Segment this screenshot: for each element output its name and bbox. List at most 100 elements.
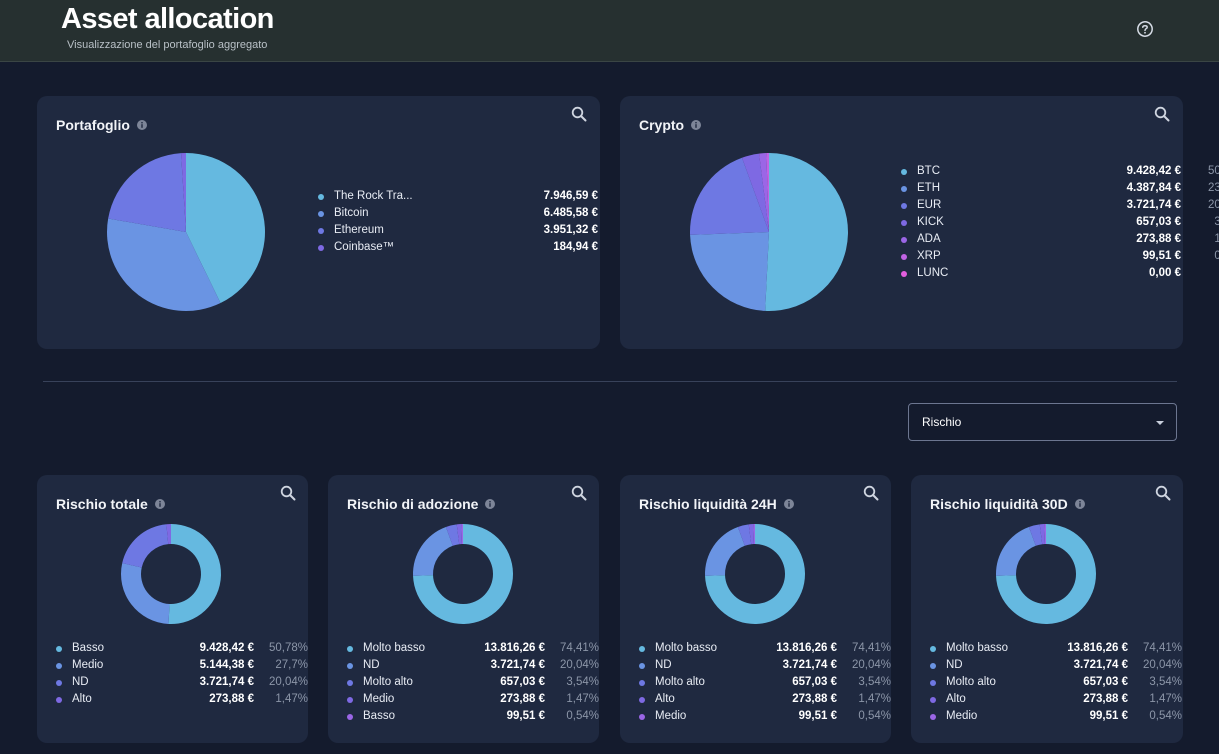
pie-slice-alto[interactable]: [1039, 524, 1045, 545]
pie-slice-nd[interactable]: [413, 527, 453, 576]
legend-dot: [347, 680, 353, 686]
legend-percent: 3,54%: [1214, 216, 1219, 228]
legend-item[interactable]: ETH 4.387,84 € 23,63%: [901, 180, 1219, 197]
legend-percent: 1,47%: [858, 693, 891, 705]
legend-item[interactable]: Alto 273,88 € 1,47%: [56, 691, 308, 708]
pie-slice-molto-basso[interactable]: [413, 524, 513, 624]
pie-slice-molto-alto[interactable]: [737, 524, 752, 546]
legend-percent: 20,04%: [1207, 199, 1219, 211]
pie-slice-ethereum[interactable]: [108, 153, 186, 232]
legend-dot: [930, 646, 936, 652]
zoom-icon[interactable]: [571, 485, 587, 501]
legend-item[interactable]: ND 3.721,74 € 20,04%: [56, 674, 308, 691]
legend-item[interactable]: Medio 99,51 € 0,54%: [930, 708, 1183, 725]
legend-item[interactable]: KICK 657,03 € 3,54%: [901, 214, 1219, 231]
pie-slice-molto-alto[interactable]: [1028, 524, 1043, 546]
pie-slice-ada[interactable]: [759, 153, 769, 232]
donut-chart: [413, 524, 513, 624]
legend-item[interactable]: LUNC 0,00 € 0%: [901, 265, 1219, 282]
legend-label: ND: [655, 659, 672, 671]
legend-item[interactable]: Molto basso 13.816,26 € 74,41%: [347, 640, 599, 657]
legend-dot: [639, 646, 645, 652]
card-title-text: Crypto: [639, 117, 685, 133]
legend-dot: [347, 714, 353, 720]
legend-label: Alto: [72, 693, 92, 705]
zoom-icon[interactable]: [571, 106, 587, 122]
pie-slice-nd[interactable]: [705, 527, 745, 576]
pie-slice-eth[interactable]: [690, 232, 769, 311]
pie-slice-alto[interactable]: [166, 524, 171, 545]
legend-item[interactable]: Molto alto 657,03 € 3,54%: [347, 674, 599, 691]
legend-item[interactable]: Molto basso 13.816,26 € 74,41%: [930, 640, 1183, 657]
legend-item[interactable]: XRP 99,51 € 0,54%: [901, 248, 1219, 265]
card-title-text: Rischio di adozione: [347, 496, 479, 512]
legend-label: Medio: [946, 710, 978, 722]
legend-item[interactable]: Molto alto 657,03 € 3,54%: [930, 674, 1183, 691]
legend-item[interactable]: ADA 273,88 € 1,47%: [901, 231, 1219, 248]
pie-slice-basso[interactable]: [168, 524, 222, 624]
legend-item[interactable]: ND 3.721,74 € 20,04%: [639, 657, 891, 674]
info-icon[interactable]: [783, 499, 794, 509]
legend-item[interactable]: Alto 273,88 € 1,47%: [639, 691, 891, 708]
zoom-icon[interactable]: [280, 485, 296, 501]
legend-percent: 20,04%: [1142, 659, 1182, 671]
legend-dot: [901, 169, 907, 175]
pie-slice-eur[interactable]: [690, 157, 769, 235]
pie-slice-nd[interactable]: [122, 524, 169, 568]
legend-item[interactable]: Molto alto 657,03 € 3,54%: [639, 674, 891, 691]
legend-item[interactable]: ND 3.721,74 € 20,04%: [347, 657, 599, 674]
info-icon[interactable]: [691, 120, 702, 130]
info-icon[interactable]: [154, 499, 165, 509]
grouping-select[interactable]: Rischio: [908, 403, 1177, 441]
legend-item[interactable]: Medio 5.144,38 € 27,7%: [56, 657, 308, 674]
pie-slice-alto[interactable]: [748, 524, 754, 545]
legend-value: 13.816,26 €: [1067, 642, 1128, 654]
pie-slice-kick[interactable]: [742, 153, 769, 232]
legend-label: EUR: [917, 199, 942, 211]
pie-slice-medio[interactable]: [120, 563, 170, 624]
legend-item[interactable]: Alto 273,88 € 1,47%: [930, 691, 1183, 708]
pie-slice-medio[interactable]: [1044, 524, 1046, 545]
pie-slice-coinbase[interactable]: [181, 153, 186, 232]
info-icon[interactable]: [136, 120, 147, 130]
pie-slice-the-rock-tra[interactable]: [186, 153, 265, 304]
zoom-icon[interactable]: [1154, 106, 1170, 122]
legend-item[interactable]: Medio 273,88 € 1,47%: [347, 691, 599, 708]
legend-item[interactable]: BTC 9.428,42 € 50,78%: [901, 163, 1219, 180]
info-icon[interactable]: [485, 499, 496, 509]
card-title-text: Rischio liquidità 24H: [639, 496, 777, 512]
pie-slice-molto-basso[interactable]: [996, 524, 1096, 624]
legend-item[interactable]: Medio 99,51 € 0,54%: [639, 708, 891, 725]
legend-dot: [901, 203, 907, 209]
info-icon[interactable]: [1074, 499, 1085, 509]
card-title-text: Rischio liquidità 30D: [930, 496, 1068, 512]
legend-item[interactable]: Basso 99,51 € 0,54%: [347, 708, 599, 725]
pie-slice-medio[interactable]: [753, 524, 755, 545]
help-circle-icon[interactable]: [1136, 20, 1154, 38]
pie-slice-nd[interactable]: [996, 527, 1036, 576]
page-title: Asset allocation: [61, 3, 274, 35]
zoom-icon[interactable]: [863, 485, 879, 501]
legend-item[interactable]: Molto basso 13.816,26 € 74,41%: [639, 640, 891, 657]
pie-slice-molto-alto[interactable]: [445, 524, 460, 546]
zoom-icon[interactable]: [1155, 485, 1171, 501]
legend-dot: [318, 211, 324, 217]
pie-slice-medio[interactable]: [456, 524, 462, 545]
legend-item[interactable]: EUR 3.721,74 € 20,04%: [901, 197, 1219, 214]
pie-slice-btc[interactable]: [765, 153, 848, 311]
legend-item[interactable]: Basso 9.428,42 € 50,78%: [56, 640, 308, 657]
legend-value: 13.816,26 €: [484, 642, 545, 654]
legend-percent: 1,47%: [566, 693, 599, 705]
pie-slice-basso[interactable]: [461, 524, 463, 545]
pie-slice-bitcoin[interactable]: [106, 218, 221, 311]
legend-dot: [930, 663, 936, 669]
legend-item[interactable]: ND 3.721,74 € 20,04%: [930, 657, 1183, 674]
legend-item[interactable]: The Rock Tra...7.946,59 €42,8%: [318, 188, 668, 205]
pie-slice-molto-basso[interactable]: [705, 524, 805, 624]
legend-percent: 3,54%: [566, 676, 599, 688]
legend-dot: [930, 680, 936, 686]
pie-slice-xrp[interactable]: [766, 153, 769, 232]
